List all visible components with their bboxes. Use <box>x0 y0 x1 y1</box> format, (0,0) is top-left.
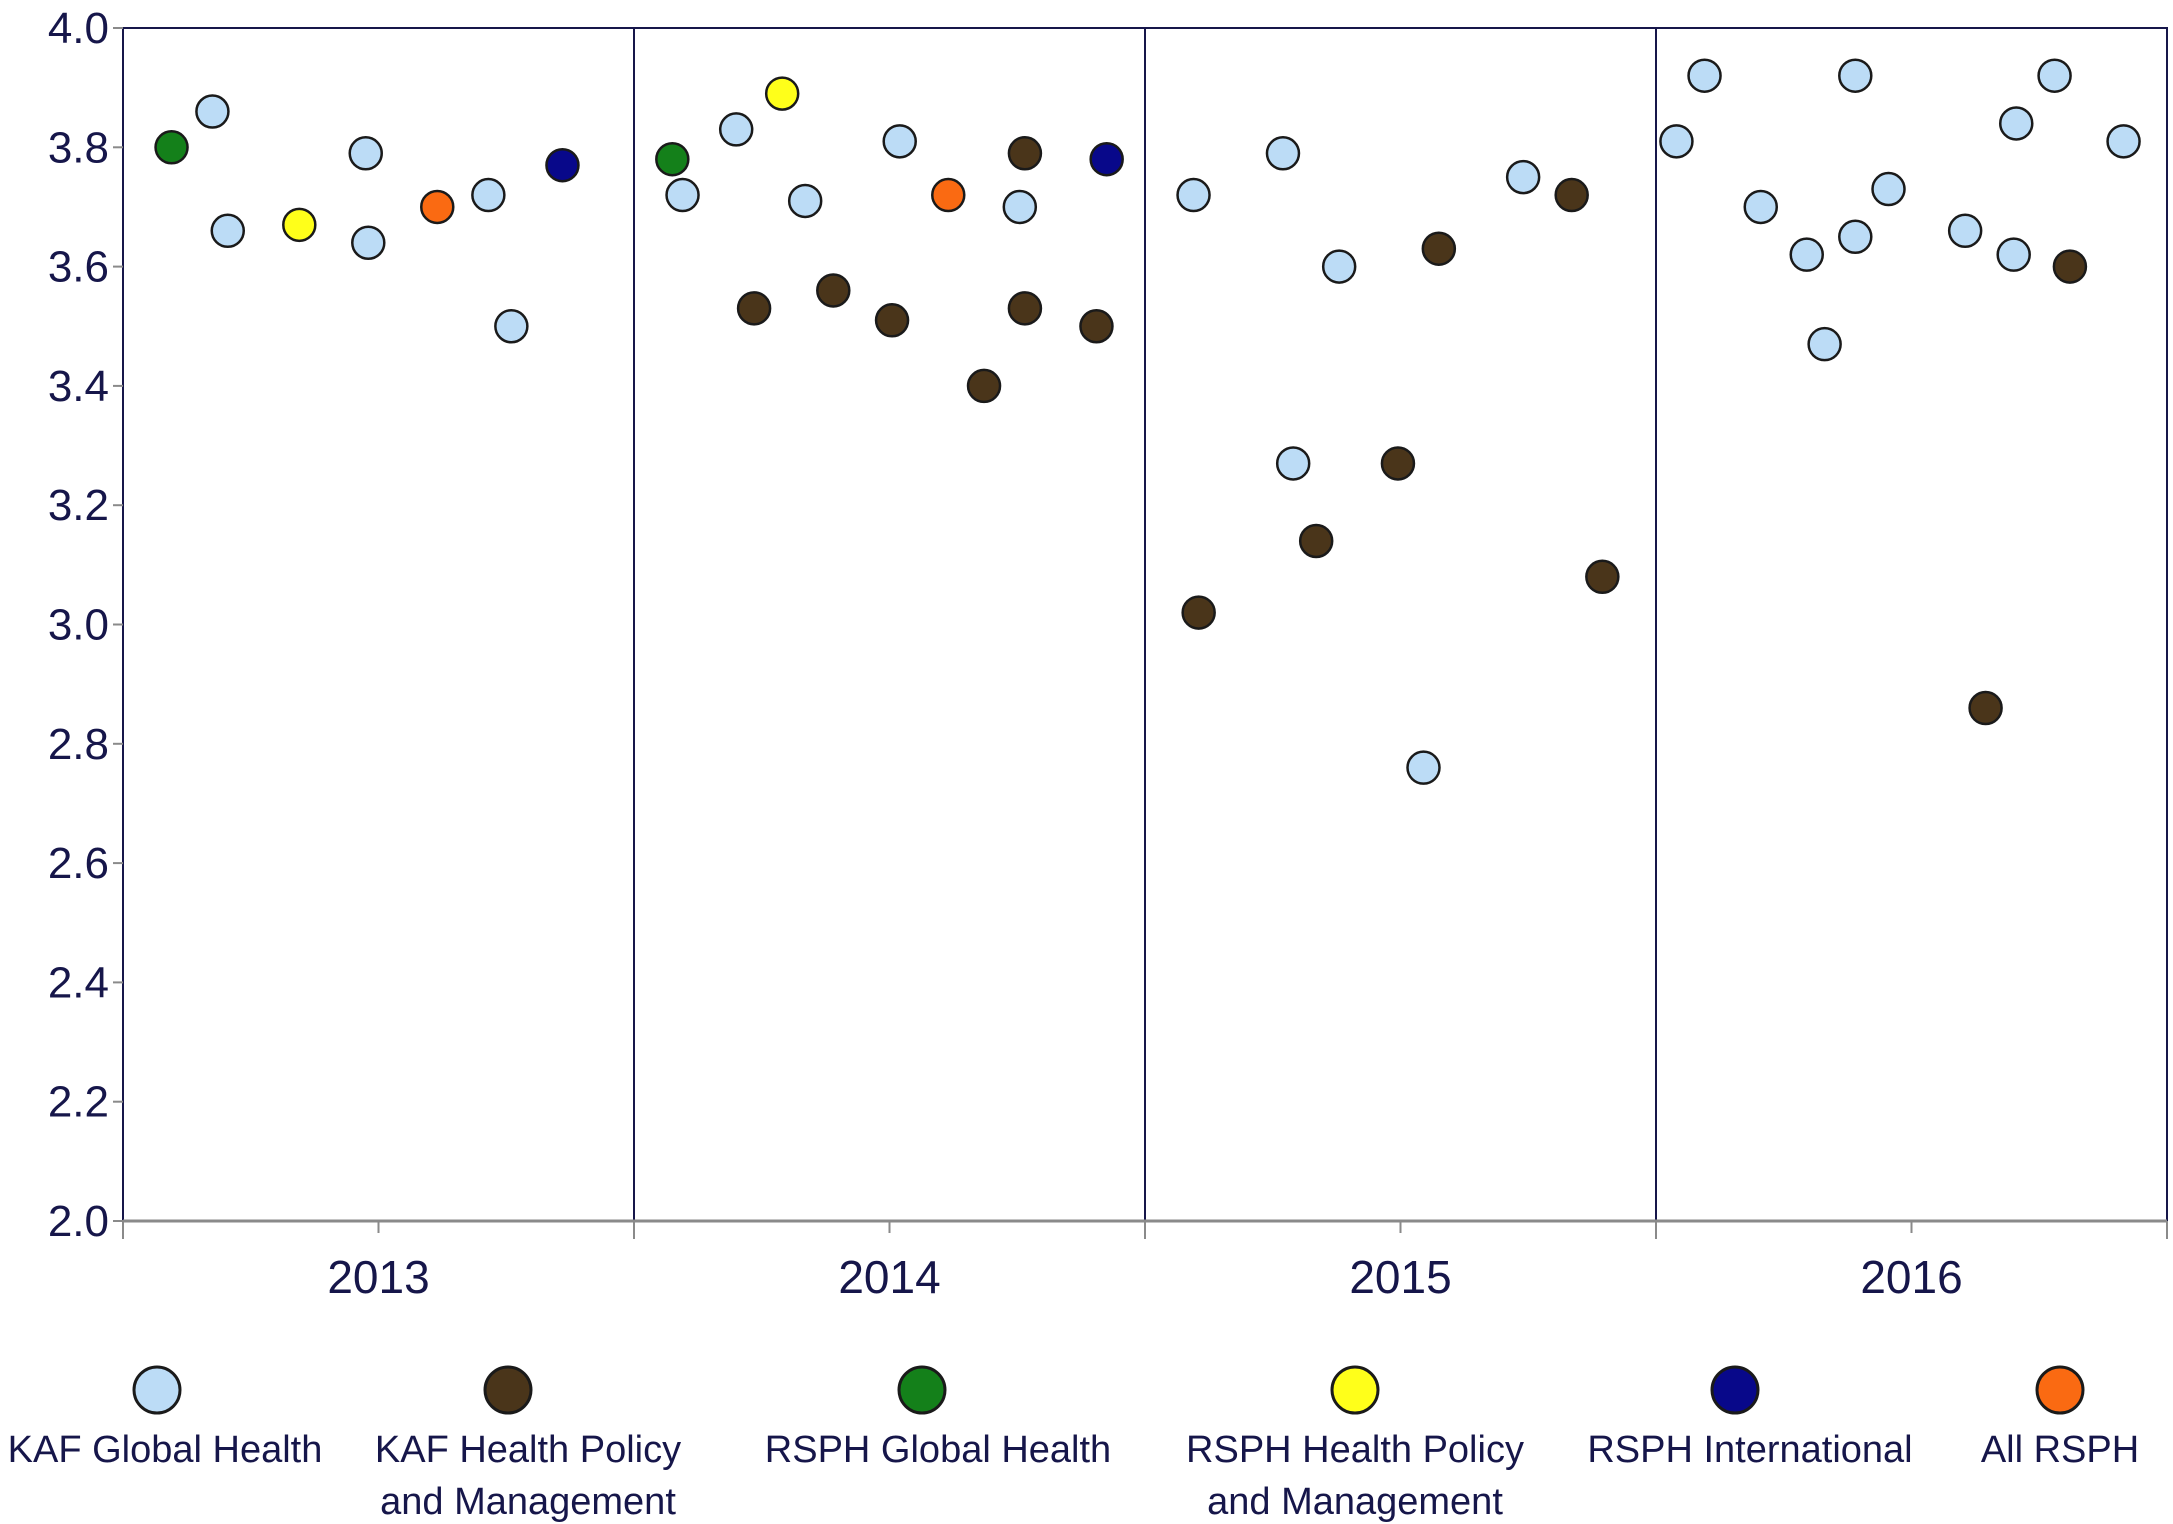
y-axis: 2.0 2.2 2.4 2.6 2.8 3.0 3.2 3.4 3.6 3.8 4.0 <box>48 4 123 1246</box>
data-point <box>1947 213 1983 249</box>
legend-marker <box>1710 1365 1760 1415</box>
data-point <box>1007 136 1043 171</box>
data-point <box>1789 237 1824 272</box>
data-point <box>1007 291 1043 326</box>
legend-item: KAF Global Health <box>8 1365 323 1471</box>
data-point <box>154 130 189 165</box>
data-point <box>1585 559 1620 595</box>
data-point <box>1996 237 2031 272</box>
legend-marker <box>1330 1365 1380 1415</box>
x-axis: 2013 2014 2015 2016 <box>122 1221 2168 1303</box>
data-point <box>1406 750 1441 785</box>
legend-item: KAF Health Policy and Management <box>375 1365 681 1523</box>
legend-label: RSPH Global Health <box>765 1429 1111 1471</box>
data-point <box>348 136 383 171</box>
legend-item: RSPH Health Policy and Management <box>1186 1365 1524 1523</box>
legend-marker <box>132 1365 182 1415</box>
data-point <box>736 291 772 326</box>
y-tick-label: 3.4 <box>48 362 109 411</box>
data-point <box>2052 249 2088 284</box>
data-point <box>1298 523 1334 559</box>
data-point <box>1743 189 1779 225</box>
data-point <box>882 124 917 159</box>
x-category-label: 2015 <box>1349 1251 1451 1303</box>
y-tick-label: 3.8 <box>48 123 109 172</box>
data-point <box>931 177 966 213</box>
y-tick-label: 2.2 <box>48 1078 109 1127</box>
data-point <box>1181 595 1216 630</box>
data-point <box>545 147 580 183</box>
data-point <box>494 309 529 344</box>
data-point <box>874 303 910 338</box>
legend-item: RSPH International <box>1587 1365 1913 1471</box>
y-tick-label: 3.0 <box>48 601 109 650</box>
data-points <box>154 58 2141 785</box>
legend-marker <box>2035 1365 2085 1415</box>
data-point <box>665 177 700 213</box>
x-category-label: 2014 <box>838 1251 940 1303</box>
legend-label: All RSPH <box>1981 1429 2139 1471</box>
data-point <box>718 112 754 147</box>
legend-label: RSPH Health Policy <box>1186 1429 1524 1471</box>
data-point <box>1380 446 1416 481</box>
data-point <box>764 76 800 111</box>
data-point <box>1265 136 1301 171</box>
data-point <box>1968 690 2003 726</box>
legend-item: All RSPH <box>1981 1365 2139 1471</box>
data-point <box>1002 189 1038 225</box>
legend-marker <box>897 1365 947 1415</box>
data-point <box>1871 171 1906 207</box>
data-point <box>282 207 317 243</box>
data-point <box>816 273 851 308</box>
data-point <box>1505 159 1541 195</box>
legend-label: and Management <box>1207 1481 1503 1523</box>
x-category-label: 2013 <box>327 1251 429 1303</box>
data-point <box>1554 177 1589 213</box>
data-point <box>1807 326 1842 362</box>
y-tick-label: 2.8 <box>48 720 109 769</box>
y-tick-label: 3.2 <box>48 481 109 530</box>
legend-label: RSPH International <box>1587 1429 1912 1471</box>
y-tick-label: 3.6 <box>48 243 109 292</box>
data-point <box>420 189 455 225</box>
data-point <box>2106 124 2141 159</box>
data-point <box>966 368 1002 404</box>
legend-marker <box>483 1365 533 1415</box>
data-point <box>471 177 506 213</box>
data-point <box>655 141 690 177</box>
data-point <box>1089 141 1124 177</box>
data-point <box>1838 219 1873 255</box>
data-point <box>1176 177 1211 213</box>
data-point <box>1659 124 1694 159</box>
legend-label: KAF Global Health <box>8 1429 323 1471</box>
data-point <box>351 225 386 260</box>
data-point <box>1321 249 1357 284</box>
data-point <box>210 213 246 249</box>
data-point <box>1421 231 1457 266</box>
data-point <box>1079 309 1114 344</box>
legend-label: KAF Health Policy <box>375 1429 681 1471</box>
legend-label: and Management <box>380 1481 676 1523</box>
y-tick-label: 2.0 <box>48 1197 109 1246</box>
data-point <box>1275 446 1311 481</box>
data-point <box>1687 58 1722 93</box>
y-tick-label: 4.0 <box>48 4 109 53</box>
data-point <box>2037 58 2072 93</box>
data-point <box>1999 106 2034 141</box>
x-category-label: 2016 <box>1860 1251 1962 1303</box>
y-tick-label: 2.6 <box>48 839 109 888</box>
data-point <box>195 94 230 129</box>
data-point <box>787 183 823 219</box>
y-tick-label: 2.4 <box>48 958 109 1007</box>
legend: KAF Global Health KAF Health Policy and Ma… <box>8 1365 2139 1523</box>
data-point <box>1838 58 1873 93</box>
legend-item: RSPH Global Health <box>765 1365 1111 1471</box>
